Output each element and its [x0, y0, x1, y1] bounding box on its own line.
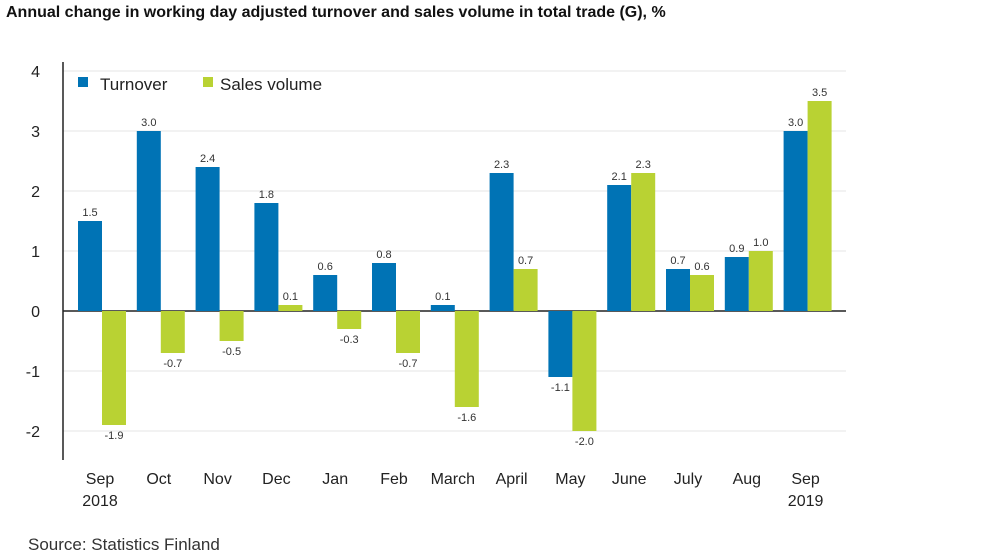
- bar-turnover: [548, 311, 573, 377]
- bar-sales-volume: [396, 311, 420, 353]
- data-label: 1.8: [259, 189, 274, 201]
- data-label: 3.5: [812, 87, 827, 99]
- x-tick-label: Oct: [146, 471, 171, 488]
- bar-sales-volume: [513, 269, 538, 311]
- data-label: -1.1: [551, 382, 570, 394]
- data-label: 1.0: [753, 237, 768, 249]
- x-tick-label: June: [612, 471, 647, 488]
- bar-sales-volume: [337, 311, 362, 329]
- data-label: 0.7: [670, 255, 685, 267]
- y-tick-label: -1: [26, 364, 40, 381]
- data-label: -1.6: [457, 412, 476, 424]
- data-label: 2.3: [636, 159, 651, 171]
- y-tick-label: -2: [26, 424, 40, 441]
- bar-turnover: [195, 167, 220, 311]
- bar-sales-volume: [572, 311, 597, 431]
- bar-sales-volume: [454, 311, 479, 407]
- bar-turnover: [313, 275, 338, 311]
- data-label: -0.5: [222, 346, 241, 358]
- x-tick-label: Sep 2018: [82, 471, 118, 510]
- bar-sales-volume: [160, 311, 185, 353]
- bar-turnover: [254, 203, 279, 311]
- legend-label-sales-volume: Sales volume: [220, 75, 322, 94]
- bar-sales-volume: [102, 311, 126, 425]
- data-label: 0.6: [694, 261, 709, 273]
- y-tick-label: 4: [31, 64, 40, 81]
- data-label: 0.1: [435, 291, 450, 303]
- bar-sales-volume: [219, 311, 244, 341]
- legend-swatch-sales-volume: [203, 77, 213, 87]
- data-label: 1.5: [82, 207, 97, 219]
- y-tick-label: 1: [31, 244, 40, 261]
- x-tick-label: Dec: [262, 471, 290, 488]
- bar-turnover: [372, 263, 396, 311]
- data-label: -0.3: [340, 334, 359, 346]
- bar-sales-volume: [807, 101, 832, 311]
- bar-turnover: [489, 173, 514, 311]
- y-tick-label: 0: [31, 304, 40, 321]
- data-label: 3.0: [141, 117, 156, 129]
- bar-turnover: [724, 257, 749, 311]
- data-label: 0.9: [729, 243, 744, 255]
- data-label: -2.0: [575, 436, 594, 448]
- bar-sales-volume: [690, 275, 714, 311]
- bar-turnover: [430, 305, 455, 311]
- data-label: 0.7: [518, 255, 533, 267]
- x-tick-label: May: [555, 471, 585, 488]
- bar-turnover: [666, 269, 690, 311]
- bar-turnover: [78, 221, 102, 311]
- data-label: -0.7: [399, 358, 418, 370]
- bar-sales-volume: [631, 173, 656, 311]
- source-note: Source: Statistics Finland: [28, 535, 220, 554]
- chart-title: Annual change in working day adjusted tu…: [6, 4, 666, 21]
- bar-turnover: [136, 131, 161, 311]
- x-tick-label: March: [431, 471, 475, 488]
- data-label: 0.8: [376, 249, 391, 261]
- data-label: 2.1: [612, 171, 627, 183]
- data-label: 0.6: [318, 261, 333, 273]
- bar-sales-volume: [748, 251, 773, 311]
- data-label: 2.4: [200, 153, 215, 165]
- x-tick-label: Jan: [322, 471, 348, 488]
- data-label: 3.0: [788, 117, 803, 129]
- x-tick-label: April: [496, 471, 528, 488]
- x-tick-label: Nov: [203, 471, 231, 488]
- y-tick-label: 2: [31, 184, 40, 201]
- data-label: 2.3: [494, 159, 509, 171]
- legend-label-turnover: Turnover: [100, 75, 168, 94]
- bar-sales-volume: [278, 305, 303, 311]
- data-label: 0.1: [283, 291, 298, 303]
- bar-turnover: [607, 185, 632, 311]
- data-label: -0.7: [163, 358, 182, 370]
- x-tick-label: Sep 2019: [788, 471, 824, 510]
- x-tick-label: July: [674, 471, 702, 488]
- x-tick-label: Aug: [733, 471, 761, 488]
- legend-swatch-turnover: [78, 77, 88, 87]
- y-tick-label: 3: [31, 124, 40, 141]
- bar-turnover: [783, 131, 808, 311]
- x-tick-label: Feb: [380, 471, 408, 488]
- data-label: -1.9: [105, 430, 124, 442]
